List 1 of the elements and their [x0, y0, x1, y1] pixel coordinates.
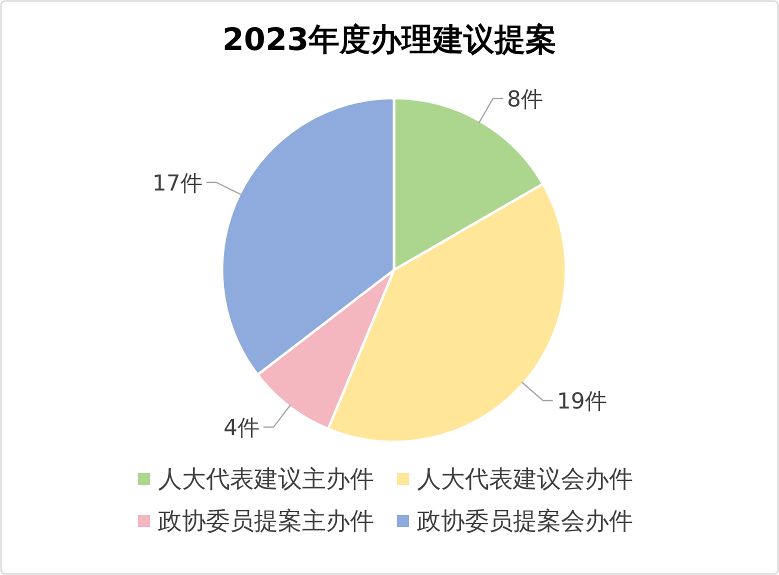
- title: 2023年度办理建议提案: [222, 22, 557, 58]
